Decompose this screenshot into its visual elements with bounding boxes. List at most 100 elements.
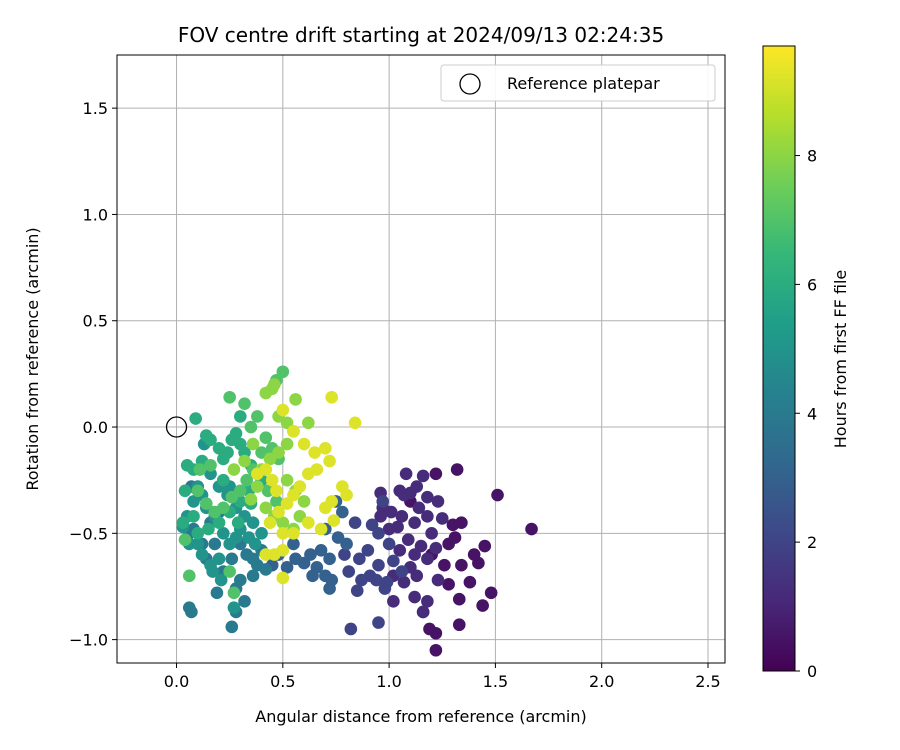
data-point xyxy=(476,599,489,612)
data-point xyxy=(265,473,279,487)
data-point xyxy=(319,569,332,583)
colorbar-ticks: 0 2 4 6 8 xyxy=(795,147,817,681)
colorbar-tick-label: 4 xyxy=(807,404,817,423)
data-point xyxy=(348,516,362,529)
data-point xyxy=(268,378,281,391)
data-point xyxy=(276,571,290,585)
data-point xyxy=(231,516,245,529)
data-point xyxy=(246,569,260,583)
data-point xyxy=(227,601,241,615)
data-point xyxy=(297,495,311,508)
data-point xyxy=(289,552,302,566)
data-point xyxy=(323,582,336,595)
legend-label-reference: Reference platepar xyxy=(507,74,660,93)
x-tick-label: 2.0 xyxy=(589,672,614,691)
x-axis-label: Angular distance from reference (arcmin) xyxy=(255,707,586,726)
data-point xyxy=(425,527,438,540)
data-point xyxy=(238,595,251,608)
data-point xyxy=(204,433,217,447)
data-point xyxy=(435,512,449,525)
data-point xyxy=(208,505,222,519)
data-point xyxy=(259,501,273,515)
data-point xyxy=(214,573,228,587)
data-point xyxy=(325,390,339,404)
data-point xyxy=(225,490,239,504)
data-point xyxy=(340,537,353,551)
data-point xyxy=(270,484,283,498)
data-point xyxy=(397,575,411,589)
data-point xyxy=(276,527,290,540)
data-point xyxy=(361,544,375,557)
y-axis-ticks: −1.0 −0.5 0.0 0.5 1.0 1.5 xyxy=(69,99,117,650)
x-tick-label: 2.5 xyxy=(695,672,720,691)
data-point xyxy=(319,441,332,455)
data-point xyxy=(306,569,319,583)
data-point xyxy=(212,516,226,529)
data-point xyxy=(195,548,209,561)
data-point xyxy=(372,527,385,540)
data-point xyxy=(421,510,434,523)
data-point xyxy=(431,573,445,587)
legend-box xyxy=(440,64,716,102)
data-point xyxy=(178,533,192,546)
chart-title: FOV centre drift starting at 2024/09/13 … xyxy=(178,23,664,47)
data-point xyxy=(193,463,207,476)
data-point xyxy=(416,469,430,483)
data-point xyxy=(350,584,364,598)
data-point xyxy=(429,467,443,481)
y-tick-label: −0.5 xyxy=(69,524,108,543)
data-point xyxy=(185,605,198,619)
legend-marker-reference xyxy=(459,73,481,95)
y-tick-label: 0.5 xyxy=(83,312,108,331)
data-point xyxy=(246,437,260,451)
data-point xyxy=(302,416,315,430)
data-point xyxy=(374,510,387,523)
data-point xyxy=(478,539,492,553)
colorbar-tick-label: 2 xyxy=(807,533,817,552)
data-point xyxy=(187,510,200,523)
data-point xyxy=(467,548,481,561)
data-point xyxy=(251,480,264,493)
data-point xyxy=(314,522,328,536)
data-point xyxy=(263,516,277,529)
data-point xyxy=(238,454,251,468)
y-axis-label: Rotation from reference (arcmin) xyxy=(23,227,42,490)
data-point xyxy=(387,554,400,568)
data-point xyxy=(204,458,217,472)
colorbar-tick-label: 8 xyxy=(807,147,817,166)
data-point xyxy=(234,410,247,423)
data-point xyxy=(455,516,468,529)
data-point xyxy=(323,454,336,468)
data-point xyxy=(280,497,294,510)
data-point xyxy=(340,488,353,502)
data-point xyxy=(421,490,434,504)
data-point xyxy=(376,495,390,508)
data-point xyxy=(325,495,339,508)
data-point xyxy=(378,582,392,595)
colorbar-tick-label: 0 xyxy=(807,662,817,681)
x-tick-label: 1.5 xyxy=(483,672,508,691)
data-point xyxy=(287,527,300,540)
data-point xyxy=(421,595,434,608)
data-point xyxy=(463,575,477,589)
data-point xyxy=(238,397,251,410)
data-point xyxy=(452,618,466,632)
data-point xyxy=(429,541,443,555)
reference-platepar-marker xyxy=(165,416,188,438)
data-point xyxy=(246,552,260,566)
data-point xyxy=(431,495,445,508)
colorbar-tick-label: 6 xyxy=(807,275,817,294)
data-point xyxy=(308,446,322,459)
data-point xyxy=(491,488,504,502)
data-point xyxy=(225,552,239,566)
data-point xyxy=(484,586,498,600)
data-point xyxy=(251,467,264,481)
data-point xyxy=(272,505,285,519)
data-point xyxy=(244,493,258,506)
x-tick-label: 1.0 xyxy=(376,672,401,691)
data-point xyxy=(206,565,219,578)
data-point xyxy=(401,533,415,546)
y-tick-label: −1.0 xyxy=(69,631,108,650)
data-point xyxy=(348,416,362,430)
